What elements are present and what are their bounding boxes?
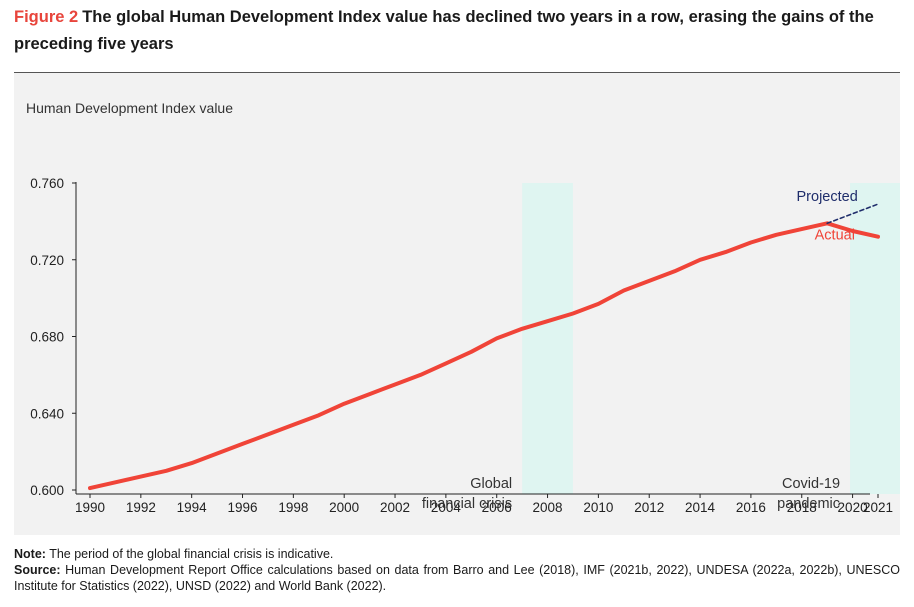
figure-title-block: Figure 2 The global Human Development Ind… — [14, 4, 900, 58]
note-label: Note: — [14, 547, 46, 561]
x-tick-label-12: 2014 — [685, 500, 716, 515]
x-tick-label-0: 1990 — [75, 500, 105, 515]
series-lines — [88, 203, 880, 491]
x-tick-label-4: 1998 — [278, 500, 308, 515]
x-tick-label-3: 1996 — [227, 500, 257, 515]
x-tick-label-10: 2010 — [583, 500, 613, 515]
series-line-1 — [826, 203, 879, 225]
shaded-period-label-1-1: pandemic — [777, 496, 840, 512]
figure-title: The global Human Development Index value… — [14, 8, 874, 53]
x-tick-label-8: 2006 — [482, 500, 512, 515]
x-tick-label-9: 2008 — [533, 500, 563, 515]
x-tick-label-6: 2002 — [380, 500, 410, 515]
y-tick-label-2: 0.680 — [30, 330, 64, 345]
hdi-line-chart: Human Development Index value 0.600 0.640… — [26, 100, 900, 515]
shaded-period-0 — [522, 183, 573, 494]
shaded-period-label-0-0: Global — [470, 476, 512, 492]
note-line: Note: The period of the global financial… — [14, 546, 900, 562]
x-tick-label-5: 2000 — [329, 500, 359, 515]
figure-label: Figure 2 — [14, 8, 79, 26]
source-text: Human Development Report Office calculat… — [14, 563, 900, 593]
shaded-period-label-0-1: financial crisis — [422, 496, 512, 512]
source-line: Source: Human Development Report Office … — [14, 562, 900, 594]
series-annotation-1: Actual — [815, 228, 855, 244]
x-tick-label-2: 1994 — [177, 500, 208, 515]
figure-notes: Note: The period of the global financial… — [14, 546, 900, 594]
x-tick-label-1: 1992 — [126, 500, 156, 515]
annotations: Global financial crisis Covid-19 pandemic Pr… — [422, 189, 858, 512]
title-divider — [14, 72, 900, 73]
x-tick-label-7: 2004 — [431, 500, 462, 515]
x-tick-label-16: 2021 — [863, 500, 893, 515]
y-axis-title: Human Development Index value — [26, 100, 233, 116]
shaded-period-label-1-0: Covid-19 — [782, 476, 840, 492]
x-tick-label-13: 2016 — [736, 500, 766, 515]
x-tick-label-14: 2018 — [787, 500, 817, 515]
note-text: The period of the global financial crisi… — [49, 547, 334, 561]
y-tick-label-3: 0.720 — [30, 253, 64, 268]
y-tick-label-0: 0.600 — [30, 483, 64, 498]
x-tick-label-11: 2012 — [634, 500, 664, 515]
shaded-period-1 — [850, 183, 900, 494]
series-annotation-0: Projected — [797, 189, 858, 205]
x-tick-label-15: 2020 — [838, 500, 868, 515]
axes: 0.600 0.640 0.680 0.720 0.760 1990 1992 1994 199… — [30, 176, 893, 515]
series-line-0 — [88, 221, 880, 491]
chart-panel: Human Development Index value 0.600 0.640… — [14, 73, 900, 535]
y-tick-label-1: 0.640 — [30, 406, 64, 421]
source-label: Source: — [14, 563, 61, 577]
y-tick-label-4: 0.760 — [30, 176, 64, 191]
